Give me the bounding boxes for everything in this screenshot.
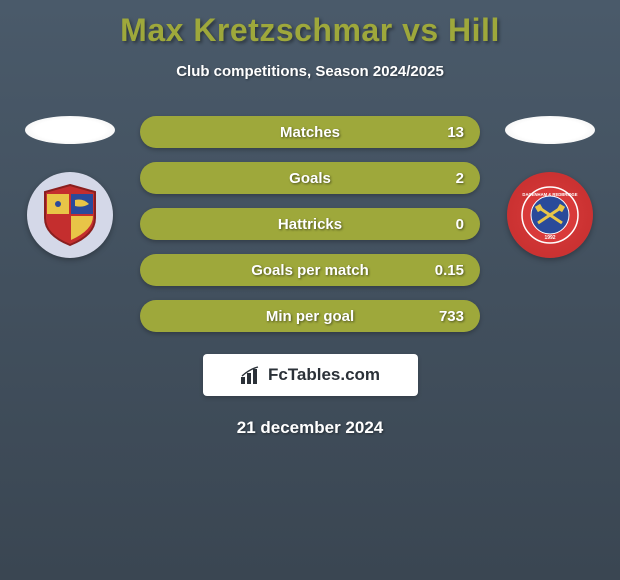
team-crest-right: DAGENHAM & REDBRIDGE 1992 — [507, 172, 593, 258]
left-column — [20, 116, 120, 258]
stat-value: 733 — [439, 308, 464, 325]
stat-label: Matches — [280, 124, 340, 141]
right-ellipse-placeholder — [505, 116, 595, 144]
bar-chart-icon — [240, 365, 262, 385]
brand-name: FcTables.com — [268, 365, 380, 385]
stat-label: Goals — [289, 170, 331, 187]
stat-bar: Goals 2 — [140, 162, 480, 194]
date-text: 21 december 2024 — [0, 418, 620, 438]
right-column: DAGENHAM & REDBRIDGE 1992 — [500, 116, 600, 258]
stat-value: 13 — [447, 124, 464, 141]
shield-icon — [35, 180, 105, 250]
stat-bar: Min per goal 733 — [140, 300, 480, 332]
stat-value: 0.15 — [435, 262, 464, 279]
content-row: Matches 13 Goals 2 Hattricks 0 Goals per… — [0, 116, 620, 332]
team-crest-left — [27, 172, 113, 258]
svg-text:DAGENHAM & REDBRIDGE: DAGENHAM & REDBRIDGE — [522, 192, 577, 197]
stat-bar: Goals per match 0.15 — [140, 254, 480, 286]
stat-bars: Matches 13 Goals 2 Hattricks 0 Goals per… — [140, 116, 480, 332]
page-title: Max Kretzschmar vs Hill — [0, 0, 620, 49]
left-ellipse-placeholder — [25, 116, 115, 144]
stat-bar: Matches 13 — [140, 116, 480, 148]
club-badge-icon: DAGENHAM & REDBRIDGE 1992 — [520, 185, 580, 245]
stat-label: Hattricks — [278, 216, 342, 233]
stat-bar: Hattricks 0 — [140, 208, 480, 240]
brand-logo: FcTables.com — [203, 354, 418, 396]
stat-label: Goals per match — [251, 262, 369, 279]
stat-label: Min per goal — [266, 308, 354, 325]
subtitle: Club competitions, Season 2024/2025 — [0, 63, 620, 80]
stat-value: 2 — [456, 170, 464, 187]
svg-text:1992: 1992 — [544, 235, 555, 241]
stat-value: 0 — [456, 216, 464, 233]
